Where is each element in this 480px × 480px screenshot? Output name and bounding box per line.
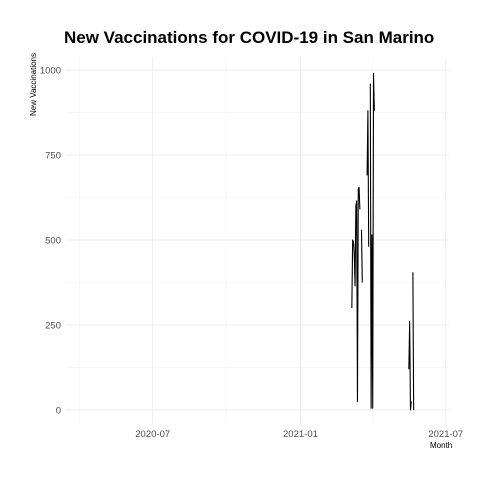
x-axis-ticks: 2020-07 2021-01 2021-07 [135, 429, 463, 440]
y-axis-label: New Vaccinations [29, 53, 38, 116]
grid [66, 57, 449, 425]
y-tick-label: 750 [45, 151, 61, 162]
x-tick-label: 2021-07 [428, 429, 463, 440]
y-tick-label: 1000 [40, 66, 61, 77]
x-axis-label: Month [430, 441, 452, 450]
series-line-segment [408, 321, 412, 411]
x-tick-label: 2021-01 [283, 429, 318, 440]
y-tick-label: 500 [45, 236, 61, 247]
series-line-segment [360, 229, 363, 283]
series-line-segment [366, 110, 370, 247]
x-tick-label: 2020-07 [135, 429, 170, 440]
series-line-segment [412, 272, 415, 411]
series-group [351, 72, 415, 411]
chart-title: New Vaccinations for COVID-19 in San Mar… [64, 28, 434, 47]
y-axis-ticks: 0 250 500 750 1000 [40, 66, 61, 417]
series-line-segment [369, 72, 375, 409]
series-line-segment [351, 186, 361, 403]
y-tick-label: 0 [56, 406, 61, 417]
y-tick-label: 250 [45, 321, 61, 332]
